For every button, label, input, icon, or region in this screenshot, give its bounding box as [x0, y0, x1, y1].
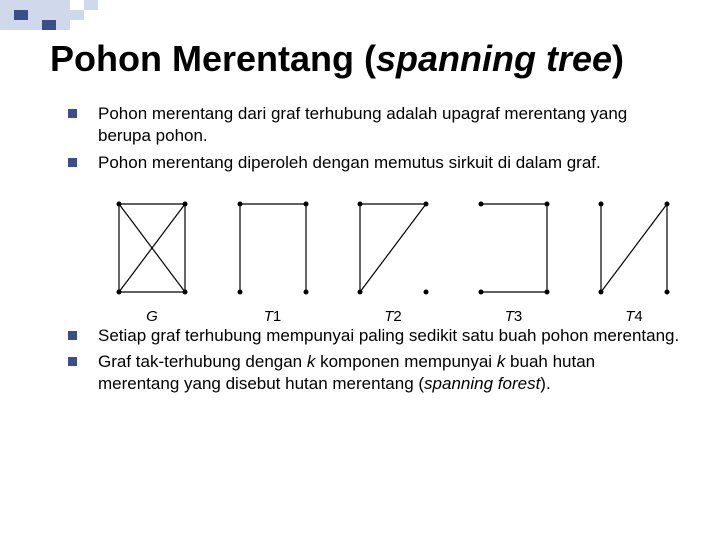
graph-diagram	[228, 192, 318, 302]
graph-label: T1	[264, 308, 282, 325]
graph-cell: T4	[580, 192, 688, 325]
graph-cell: T1	[219, 192, 327, 325]
graph-label: T2	[384, 308, 402, 325]
graph-label: T4	[625, 308, 643, 325]
title-text-1: Pohon Merentang (	[50, 38, 376, 79]
bullet-list-top: Pohon merentang dari graf terhubung adal…	[68, 103, 680, 173]
corner-decoration	[0, 0, 140, 30]
graph-label: T3	[505, 308, 523, 325]
bullet-item: Setiap graf terhubung mempunyai paling s…	[68, 325, 680, 347]
bullet-item: Graf tak-terhubung dengan k komponen mem…	[68, 351, 680, 395]
graph-diagram	[107, 192, 197, 302]
graph-cell: T2	[339, 192, 447, 325]
graph-cell: G	[98, 192, 206, 325]
bullet-list-bottom: Setiap graf terhubung mempunyai paling s…	[68, 325, 680, 395]
graphs-row: G T1 T2 T3 T4	[98, 192, 688, 325]
bullet-item: Pohon merentang dari graf terhubung adal…	[68, 103, 680, 147]
slide-content: Pohon Merentang (spanning tree) Pohon me…	[0, 0, 720, 419]
bullet-item: Pohon merentang diperoleh dengan memutus…	[68, 152, 680, 174]
title-text-2: )	[612, 38, 624, 79]
graph-cell: T3	[460, 192, 568, 325]
graph-diagram	[469, 192, 559, 302]
graph-label: G	[146, 308, 158, 325]
title-italic: spanning tree	[376, 38, 612, 79]
graph-diagram	[589, 192, 679, 302]
graph-diagram	[348, 192, 438, 302]
slide-title: Pohon Merentang (spanning tree)	[50, 38, 680, 79]
